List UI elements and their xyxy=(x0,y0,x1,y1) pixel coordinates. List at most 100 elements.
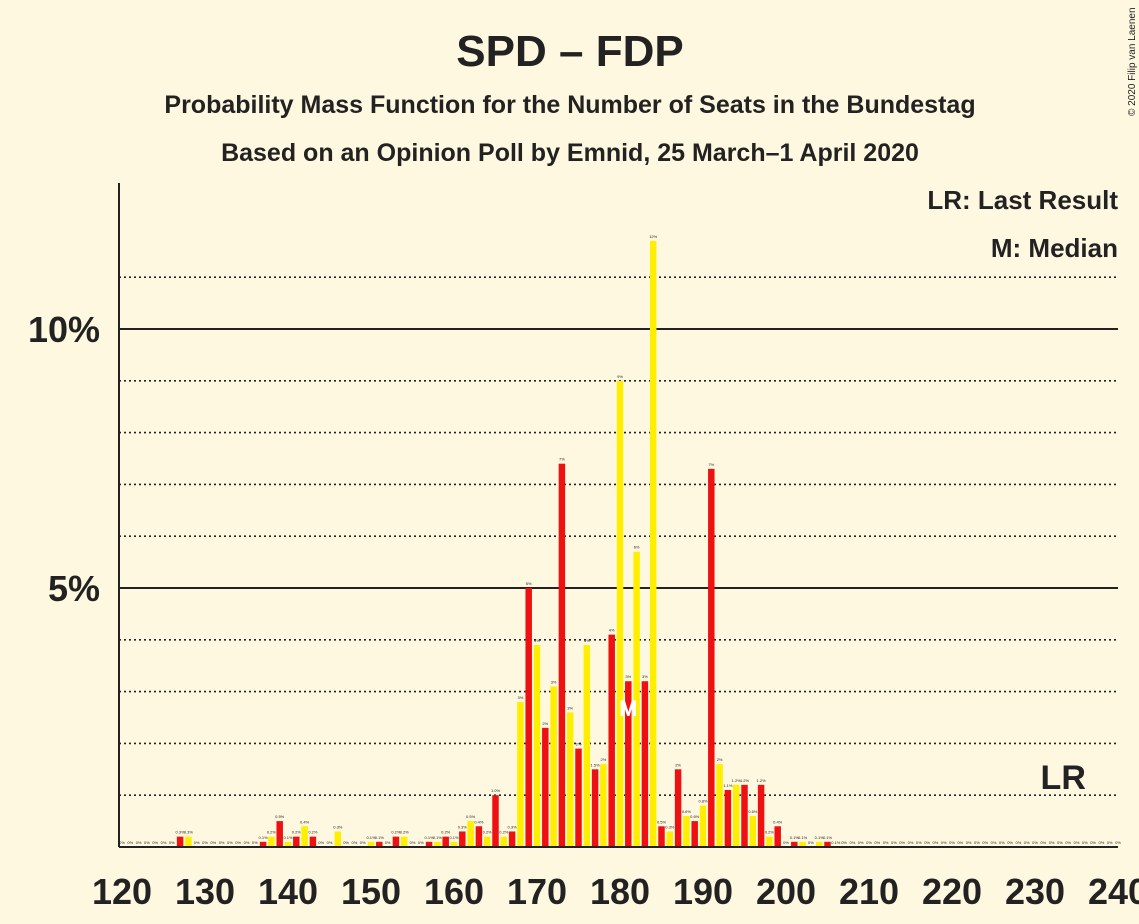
data-label-seat-187: 2% xyxy=(675,762,681,767)
data-label-seat-198: 0.2% xyxy=(765,830,775,835)
bar-seat-127 xyxy=(176,836,184,847)
data-label-seat-162: 0.5% xyxy=(466,814,476,819)
bar-seat-183 xyxy=(641,681,649,847)
gridlines: 5% 10% xyxy=(28,276,1118,797)
bar-seat-185 xyxy=(658,826,665,847)
data-label-seat-225: 0% xyxy=(991,840,997,845)
data-label-seat-141: 0.2% xyxy=(292,830,302,835)
data-label-seat-133: 0% xyxy=(227,840,233,845)
data-label-seat-121: 0% xyxy=(127,840,133,845)
data-label-seat-200: 0% xyxy=(783,840,789,845)
data-label-seat-232: 0% xyxy=(1049,840,1055,845)
y-tick-label: 5% xyxy=(48,568,100,609)
data-label-seat-177: 1.5% xyxy=(591,762,601,767)
data-label-seat-234: 0% xyxy=(1065,840,1071,845)
bar-seat-161 xyxy=(459,831,466,847)
data-label-seat-208: 0% xyxy=(850,840,856,845)
bar-seat-162 xyxy=(467,821,474,847)
data-label-seat-212: 0% xyxy=(883,840,889,845)
data-label-seat-180: 9% xyxy=(617,374,623,379)
bar-seat-151 xyxy=(376,841,383,847)
data-label-seat-160: 0.1% xyxy=(449,835,459,840)
bar-seat-137 xyxy=(259,841,267,847)
bar-seat-142 xyxy=(301,826,308,847)
data-label-seat-205: 0.1% xyxy=(823,835,833,840)
bar-seat-188 xyxy=(683,815,690,847)
data-label-seat-191: 7% xyxy=(708,462,714,467)
data-label-seat-174: 3% xyxy=(567,705,573,710)
bar-seat-189 xyxy=(691,821,698,847)
chart-subtitle-1: Probability Mass Function for the Number… xyxy=(164,91,975,119)
bar-seat-195 xyxy=(741,784,748,847)
bar-seat-171 xyxy=(542,727,549,847)
data-label-seat-209: 0% xyxy=(858,840,864,845)
data-label-seat-138: 0.2% xyxy=(267,830,277,835)
data-label-seat-219: 0% xyxy=(941,840,947,845)
data-label-seat-120: 0% xyxy=(119,840,125,845)
data-label-seat-203: 0% xyxy=(808,840,814,845)
data-label-seat-179: 4% xyxy=(609,628,615,633)
data-label-seat-169: 5% xyxy=(526,581,532,586)
data-label-seat-222: 0% xyxy=(966,840,972,845)
bar-seat-163 xyxy=(475,826,483,847)
data-label-seat-145: 0% xyxy=(327,840,333,845)
data-label-seat-132: 0% xyxy=(219,840,225,845)
data-label-seat-149: 0% xyxy=(360,840,366,845)
x-tick-label: 170 xyxy=(507,871,567,912)
bar-seat-154 xyxy=(400,836,408,847)
bar-seat-175 xyxy=(575,748,582,847)
data-label-seat-183: 3% xyxy=(642,674,648,679)
copyright-text: © 2020 Filip van Laenen xyxy=(1127,7,1138,116)
data-label-seat-229: 0% xyxy=(1024,840,1030,845)
data-label-seat-168: 3% xyxy=(518,695,524,700)
bar-seat-159 xyxy=(442,836,449,847)
data-label-seat-126: 0% xyxy=(169,840,175,845)
bar-seat-174 xyxy=(566,712,574,847)
data-label-seat-140: 0.1% xyxy=(283,835,293,840)
data-label-seat-182: 6% xyxy=(634,545,640,550)
data-label-seat-167: 0.3% xyxy=(508,824,518,829)
data-label-seat-233: 0% xyxy=(1057,840,1063,845)
bar-seat-179 xyxy=(608,634,615,847)
data-label-seat-195: 1.2% xyxy=(740,778,750,783)
data-label-seat-227: 0% xyxy=(1007,840,1013,845)
bar-seat-196 xyxy=(749,815,757,847)
data-label-seat-170: 4% xyxy=(534,638,540,643)
data-label-seat-184: 12% xyxy=(649,234,657,239)
data-labels: 0% 0% 0% 0% 0% 0% 0%0.3% 0.3%0% 0% 0% 0% 0% 0% 0% 0%0.… xyxy=(119,234,1121,845)
bar-seat-140 xyxy=(284,841,292,847)
x-tick-label: 130 xyxy=(175,871,235,912)
x-tick-label: 140 xyxy=(258,871,318,912)
data-label-seat-206: 0.1% xyxy=(831,840,841,845)
data-label-seat-154: 0.2% xyxy=(400,830,410,835)
data-label-seat-135: 0% xyxy=(244,840,250,845)
bar-seat-138 xyxy=(268,836,275,847)
bar-seat-169 xyxy=(525,588,532,847)
bar-seat-197 xyxy=(757,784,765,847)
data-label-seat-153: 0.2% xyxy=(391,830,401,835)
data-label-seat-150: 0.1% xyxy=(366,835,376,840)
data-label-seat-163: 0.4% xyxy=(474,819,484,824)
bar-seat-172 xyxy=(550,686,557,847)
bar-seat-178 xyxy=(600,764,607,847)
bar-seat-160 xyxy=(450,841,458,847)
data-label-seat-201: 0.1% xyxy=(790,835,800,840)
bar-seat-167 xyxy=(508,831,516,847)
data-label-seat-197: 1.2% xyxy=(757,778,767,783)
data-label-seat-131: 0% xyxy=(210,840,216,845)
data-label-seat-223: 0% xyxy=(974,840,980,845)
data-label-seat-224: 0% xyxy=(982,840,988,845)
data-label-seat-147: 0% xyxy=(343,840,349,845)
bar-seat-182 xyxy=(633,551,640,847)
bar-seat-166 xyxy=(500,836,508,847)
legend-median: M: Median xyxy=(991,233,1118,263)
data-label-seat-166: 0.2% xyxy=(499,830,509,835)
bar-seat-168 xyxy=(517,701,524,847)
data-label-seat-123: 0% xyxy=(144,840,150,845)
data-label-seat-221: 0% xyxy=(957,840,963,845)
data-label-seat-236: 0% xyxy=(1082,840,1088,845)
data-label-seat-217: 0% xyxy=(924,840,930,845)
data-label-seat-240: 0% xyxy=(1115,840,1121,845)
bar-seat-181 xyxy=(625,681,632,847)
data-label-seat-159: 0.2% xyxy=(441,830,451,835)
